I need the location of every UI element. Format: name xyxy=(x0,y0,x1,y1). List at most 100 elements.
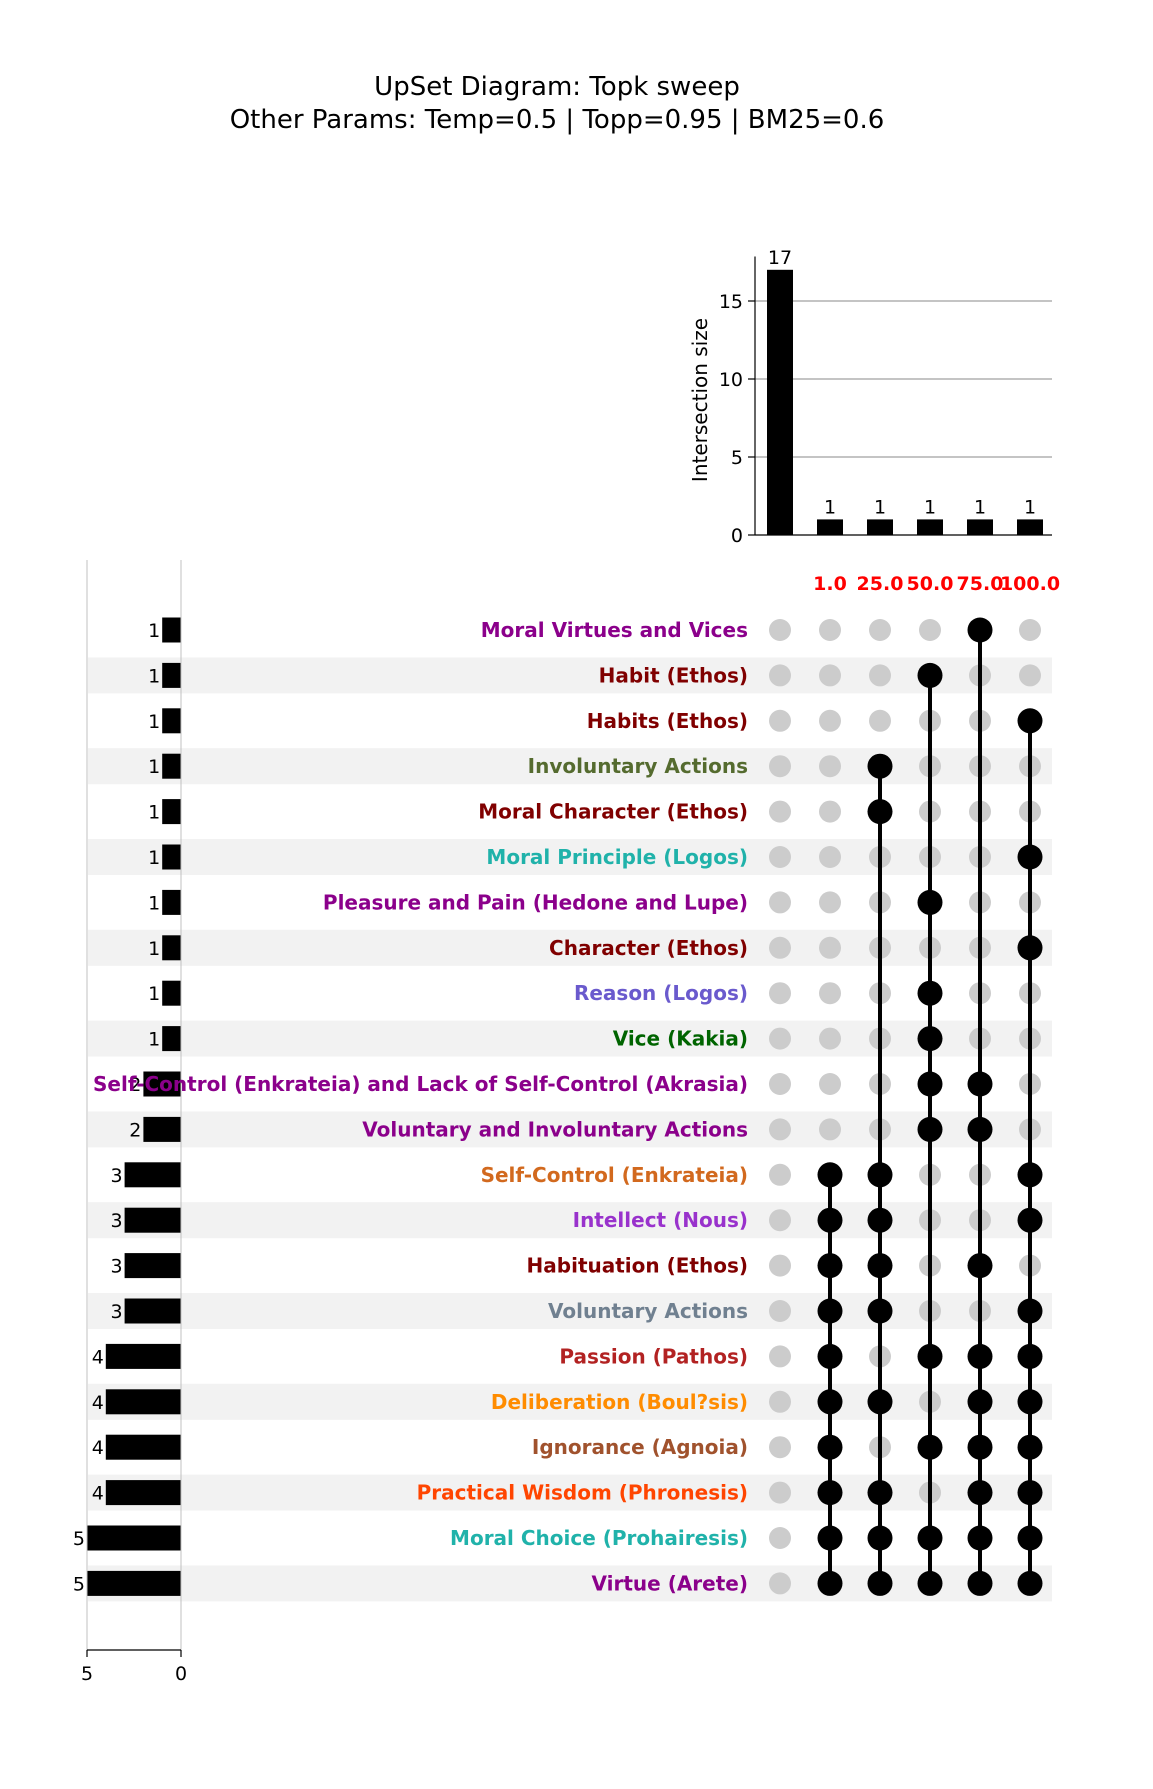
matrix-dot-active xyxy=(967,1116,993,1142)
intersection-bar-value: 1 xyxy=(924,496,936,518)
set-label: Vice (Kakia) xyxy=(613,1027,748,1051)
set-size-value: 3 xyxy=(111,1210,123,1232)
set-size-bar xyxy=(105,1389,181,1415)
matrix-dot-active xyxy=(867,1480,893,1506)
intersection-y-axis-label: Intersection size xyxy=(688,318,712,482)
matrix-dot-inactive xyxy=(769,1390,791,1413)
matrix-dot-inactive xyxy=(769,664,791,687)
matrix-dot-inactive xyxy=(869,619,891,641)
set-size-bar xyxy=(162,889,181,915)
set-label: Moral Virtues and Vices xyxy=(481,618,748,642)
matrix-dot-active xyxy=(817,1570,843,1596)
matrix-dot-inactive xyxy=(769,1118,791,1141)
matrix-dot-active xyxy=(917,1434,943,1460)
y-tick-label: 0 xyxy=(731,525,743,547)
matrix-dot-active xyxy=(967,617,993,643)
row-stripe xyxy=(88,1202,1052,1239)
set-label: Practical Wisdom (Phronesis) xyxy=(417,1481,748,1505)
set-label: Habit (Ethos) xyxy=(599,663,748,687)
matrix-dot-inactive xyxy=(1019,619,1041,641)
set-label: Self-Control (Enkrateia) and Lack of Sel… xyxy=(93,1072,748,1096)
intersection-size-chart: 17 1 1 1 1 1 0 5 10 15 Intersection size xyxy=(688,247,1052,547)
matrix-dot-active xyxy=(817,1207,843,1233)
set-size-value: 5 xyxy=(73,1528,85,1550)
set-label: Deliberation (Boul?sis) xyxy=(491,1390,748,1414)
row-stripes xyxy=(88,657,1052,1602)
matrix-dot-active xyxy=(867,753,893,779)
set-size-bar xyxy=(87,1570,181,1596)
matrix-dot-inactive xyxy=(769,1436,791,1459)
set-size-bar xyxy=(143,1116,181,1142)
set-size-value: 1 xyxy=(148,711,160,733)
matrix-dot-active xyxy=(1017,1298,1043,1324)
matrix-dot-active xyxy=(817,1434,843,1460)
intersection-bar-value: 1 xyxy=(1024,496,1036,518)
set-size-bar xyxy=(124,1298,181,1324)
matrix-dot-active xyxy=(917,1570,943,1596)
set-label: Reason (Logos) xyxy=(574,981,748,1005)
matrix-dot-inactive xyxy=(819,619,841,641)
set-size-value: 4 xyxy=(92,1346,104,1368)
row-stripe xyxy=(88,1111,1052,1148)
set-size-value: 3 xyxy=(111,1301,123,1323)
set-size-bar xyxy=(162,799,181,825)
matrix-dot-inactive xyxy=(769,846,791,868)
intersection-y-axis: 0 5 10 15 xyxy=(719,256,1052,547)
matrix-dot-active xyxy=(867,1253,893,1279)
intersection-bar-value: 1 xyxy=(974,496,986,518)
row-stripe xyxy=(88,1020,1052,1057)
matrix-dot-inactive xyxy=(769,1481,791,1504)
matrix-dot-active xyxy=(867,1570,893,1596)
matrix-dot-inactive xyxy=(869,709,891,732)
intersection-gridlines xyxy=(755,300,1052,458)
matrix-dot-active xyxy=(867,1207,893,1233)
intersection-bar-value: 1 xyxy=(824,496,836,518)
row-stripe xyxy=(88,929,1052,966)
set-size-value: 3 xyxy=(111,1256,123,1278)
set-size-bar xyxy=(162,935,181,961)
set-label: Character (Ethos) xyxy=(549,936,748,960)
membership-matrix xyxy=(769,617,1043,1596)
set-label: Moral Character (Ethos) xyxy=(478,800,748,824)
matrix-dot-inactive xyxy=(819,936,841,959)
set-labels: Moral Virtues and Vices Habit (Ethos) Habi… xyxy=(93,618,748,1595)
set-size-value: 1 xyxy=(148,802,160,824)
intersection-bar xyxy=(817,519,843,535)
set-size-bar xyxy=(162,844,181,870)
matrix-dot-active xyxy=(967,1389,993,1415)
matrix-dot-active xyxy=(817,1480,843,1506)
y-tick-label: 5 xyxy=(731,447,743,469)
matrix-dot-active xyxy=(1017,935,1043,961)
column-label: 100.0 xyxy=(1000,573,1060,595)
set-size-bar xyxy=(105,1480,181,1506)
matrix-dot-active xyxy=(917,1026,943,1052)
set-size-value: 3 xyxy=(111,1165,123,1187)
set-label: Habituation (Ethos) xyxy=(527,1254,748,1278)
matrix-dot-active xyxy=(1017,1525,1043,1551)
matrix-dot-inactive xyxy=(1019,664,1041,687)
matrix-dot-inactive xyxy=(769,891,791,914)
intersection-bar xyxy=(917,519,943,535)
set-size-value: 1 xyxy=(148,847,160,869)
set-size-bar xyxy=(143,1071,181,1097)
set-label: Intellect (Nous) xyxy=(573,1208,748,1232)
set-size-value: 1 xyxy=(148,983,160,1005)
set-size-value: 1 xyxy=(148,665,160,687)
matrix-dot-active xyxy=(917,662,943,688)
matrix-dot-active xyxy=(817,1525,843,1551)
matrix-dot-inactive xyxy=(769,800,791,823)
intersection-bar-value: 1 xyxy=(874,496,886,518)
matrix-dot-inactive xyxy=(769,1527,791,1549)
column-label: 50.0 xyxy=(907,573,954,595)
matrix-dot-active xyxy=(817,1162,843,1188)
set-size-value: 4 xyxy=(92,1437,104,1459)
set-size-bar xyxy=(162,1026,181,1052)
matrix-dot-inactive xyxy=(819,846,841,868)
matrix-dot-inactive xyxy=(919,619,941,641)
set-label: Voluntary and Involuntary Actions xyxy=(362,1117,748,1141)
matrix-dot-inactive xyxy=(769,982,791,1005)
matrix-dot-active xyxy=(817,1389,843,1415)
